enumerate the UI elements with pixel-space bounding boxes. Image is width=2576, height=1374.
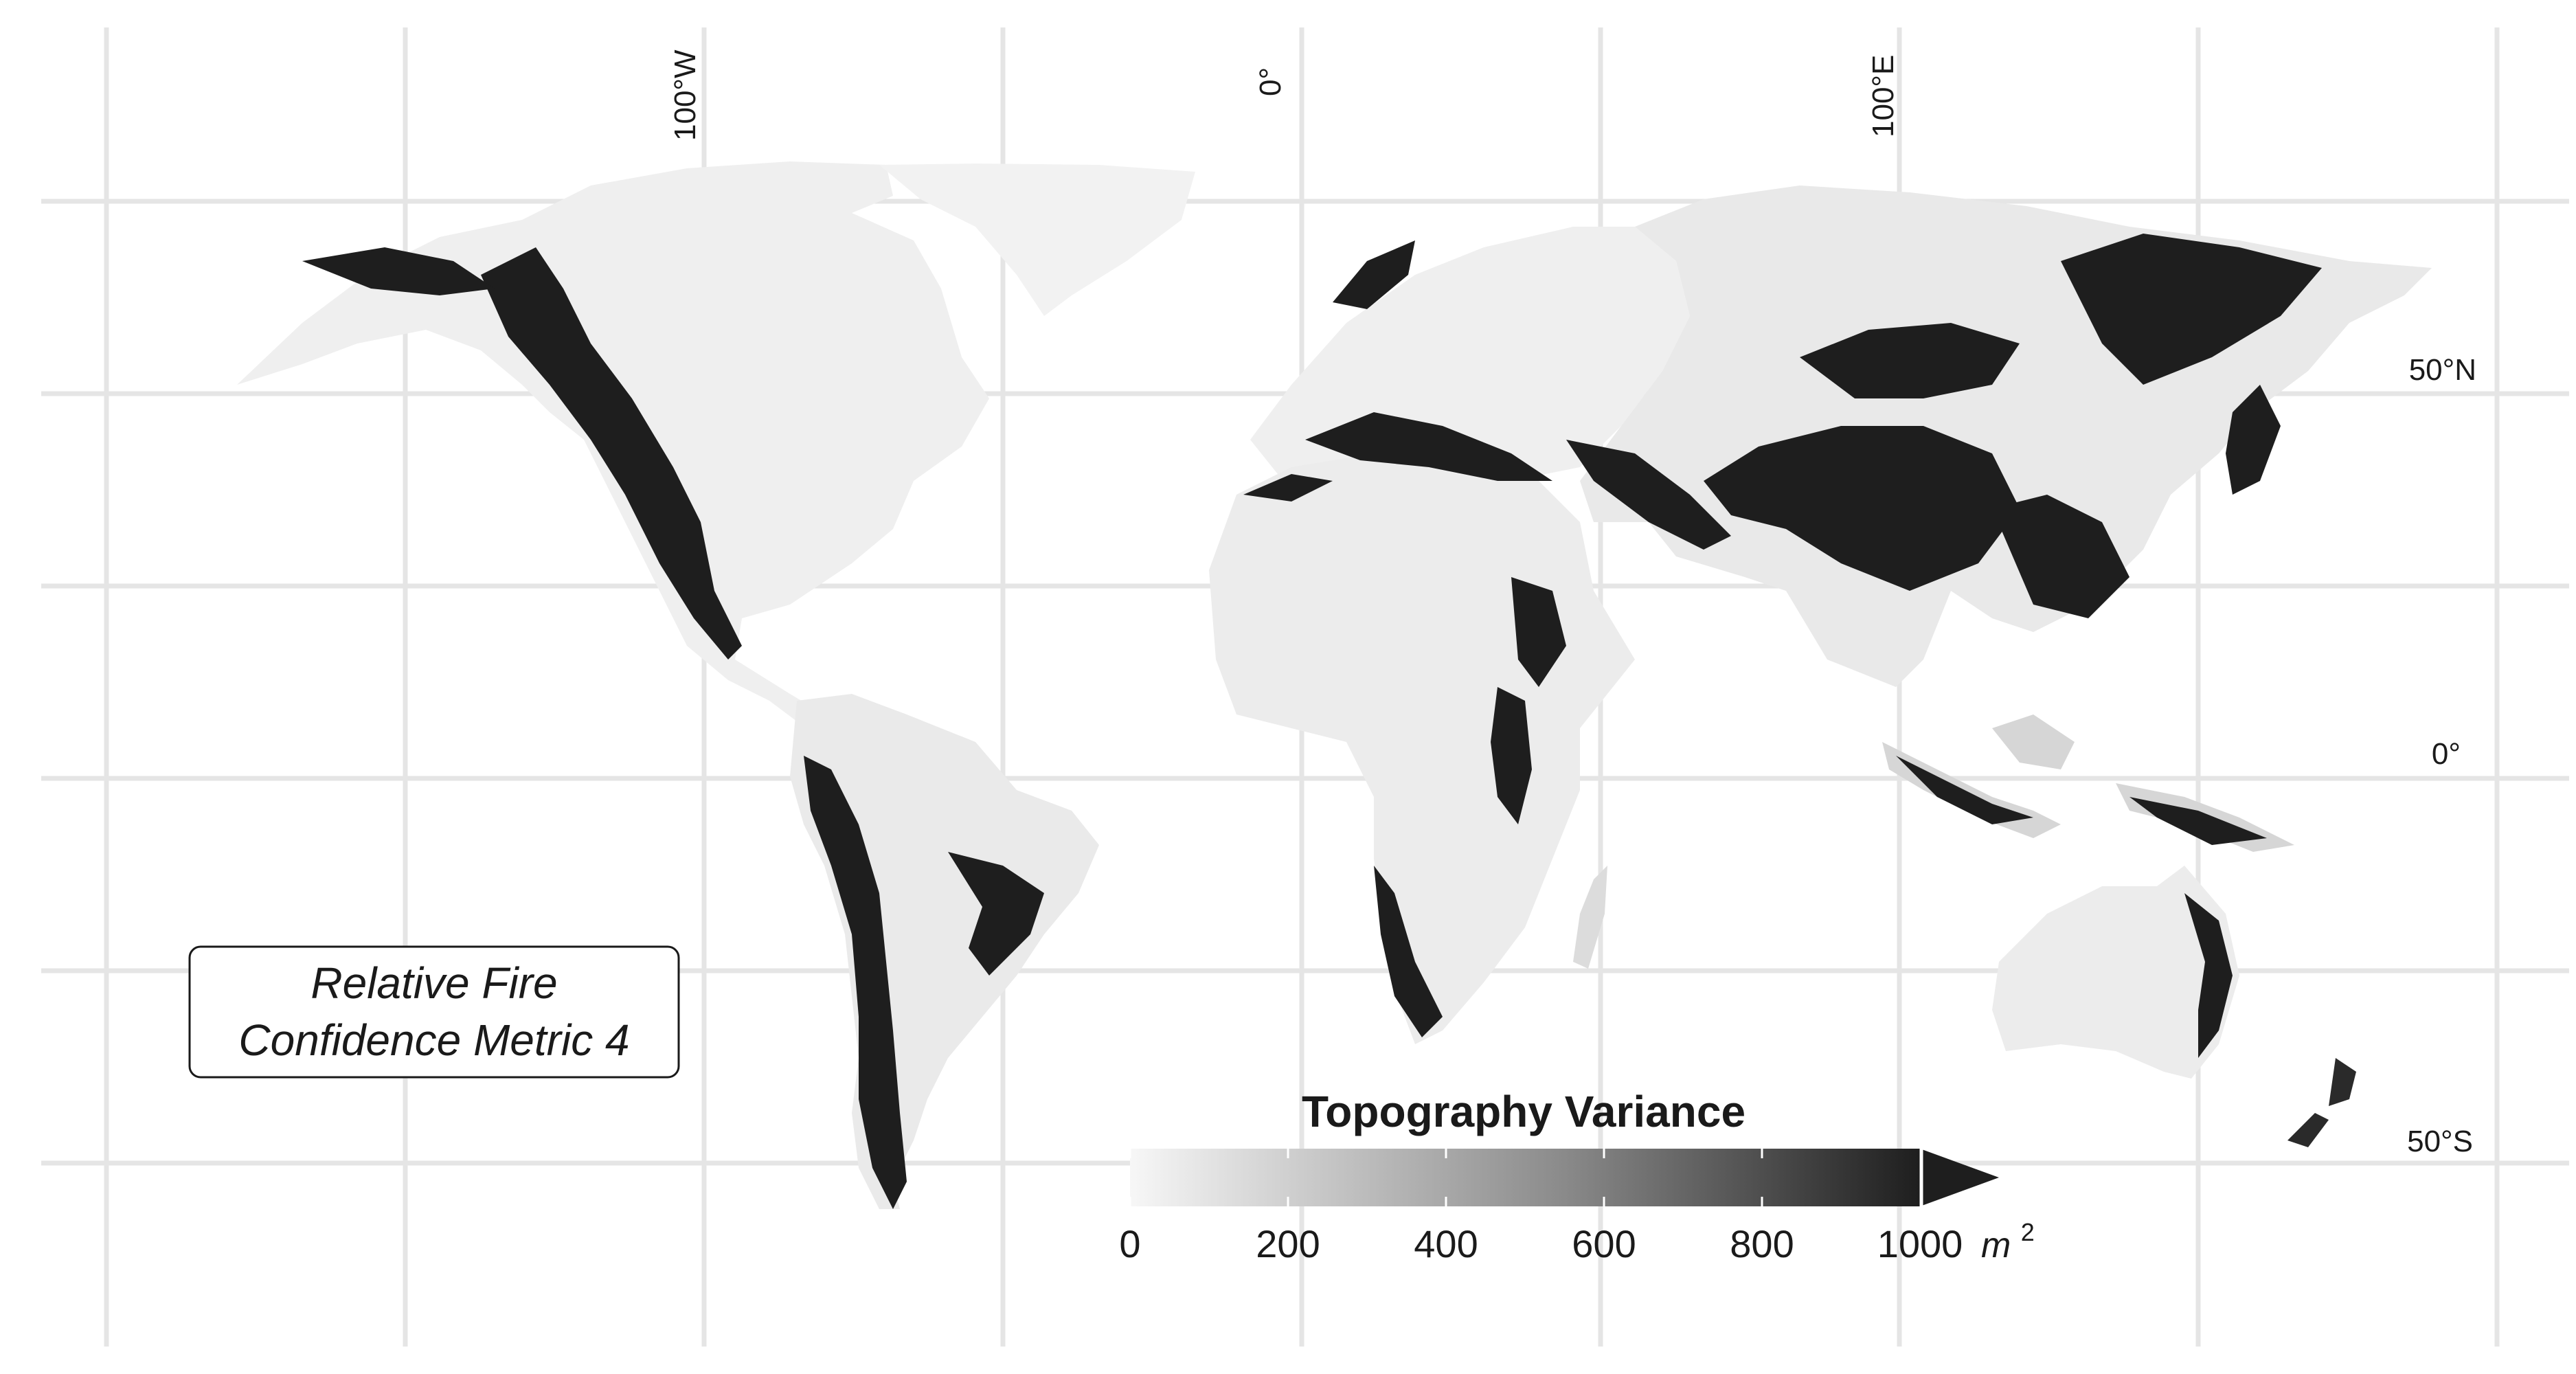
legend-tick-800: 800 — [1730, 1222, 1794, 1265]
himalaya-tibet — [1704, 426, 2020, 591]
longitude-labels: 100°W 0° 100°E — [668, 49, 1900, 141]
alaska-ranges — [302, 247, 495, 295]
caucasus-zagros — [1566, 440, 1731, 550]
lon-label-100e: 100°E — [1866, 55, 1900, 137]
central-asia-ranges — [1800, 323, 2020, 398]
rocky-mountains — [481, 247, 742, 660]
annotation-line-2: Confidence Metric 4 — [238, 1015, 629, 1065]
annotation-line-1: Relative Fire — [310, 958, 557, 1008]
legend-tick-600: 600 — [1572, 1222, 1636, 1265]
legend-tick-1000: 1000 — [1877, 1222, 1963, 1265]
ethiopian-highlands — [1511, 577, 1566, 687]
indonesia-arc — [1896, 756, 2267, 845]
lat-label-0: 0° — [2432, 737, 2461, 771]
japan-arc — [2226, 385, 2281, 495]
africa — [1209, 453, 1635, 1044]
great-dividing-range — [2184, 893, 2233, 1058]
legend-tick-200: 200 — [1256, 1222, 1320, 1265]
east-asia-ranges — [1992, 495, 2129, 618]
annotation-box: Relative Fire Confidence Metric 4 — [188, 945, 680, 1079]
australia — [1992, 866, 2239, 1079]
latitude-labels: 50°N 0° 50°S — [2407, 353, 2476, 1158]
colorbar — [1130, 1149, 1920, 1206]
high-variance-zones — [302, 234, 2322, 1209]
madagascar — [1573, 866, 1607, 969]
scandinavian-mountains — [1333, 240, 1415, 309]
new-zealand — [2287, 1058, 2356, 1147]
south-america — [790, 694, 1099, 1209]
legend-unit-exponent: 2 — [2021, 1218, 2035, 1246]
legend-tick-400: 400 — [1414, 1222, 1478, 1265]
lat-label-50s: 50°S — [2407, 1125, 2473, 1158]
legend-unit: m 2 — [1981, 1218, 2035, 1265]
colorbar-ticks — [1129, 1149, 1763, 1206]
annotation-frame — [188, 945, 680, 1079]
lon-label-100w: 100°W — [668, 49, 702, 141]
siberian-ranges — [2061, 234, 2322, 385]
colorbar-extend-arrow — [1920, 1149, 1999, 1206]
brazil-highlands — [948, 852, 1044, 976]
legend-unit-base: m — [1981, 1226, 2011, 1265]
legend-tick-0: 0 — [1119, 1222, 1140, 1265]
europe — [1250, 227, 1690, 481]
greenland — [879, 164, 1195, 316]
east-african-rift — [1491, 687, 1532, 824]
drakensberg — [1374, 866, 1443, 1037]
atlas-mountains — [1243, 474, 1333, 502]
alps-carpathians — [1305, 412, 1552, 481]
legend-title: Topography Variance — [1302, 1087, 1745, 1136]
legend: Topography Variance 0 200 400 600 800 10… — [1119, 1087, 2034, 1265]
asia — [1580, 185, 2432, 687]
lon-label-0: 0° — [1254, 67, 1287, 96]
lat-label-50n: 50°N — [2409, 353, 2476, 387]
andes — [804, 756, 907, 1209]
